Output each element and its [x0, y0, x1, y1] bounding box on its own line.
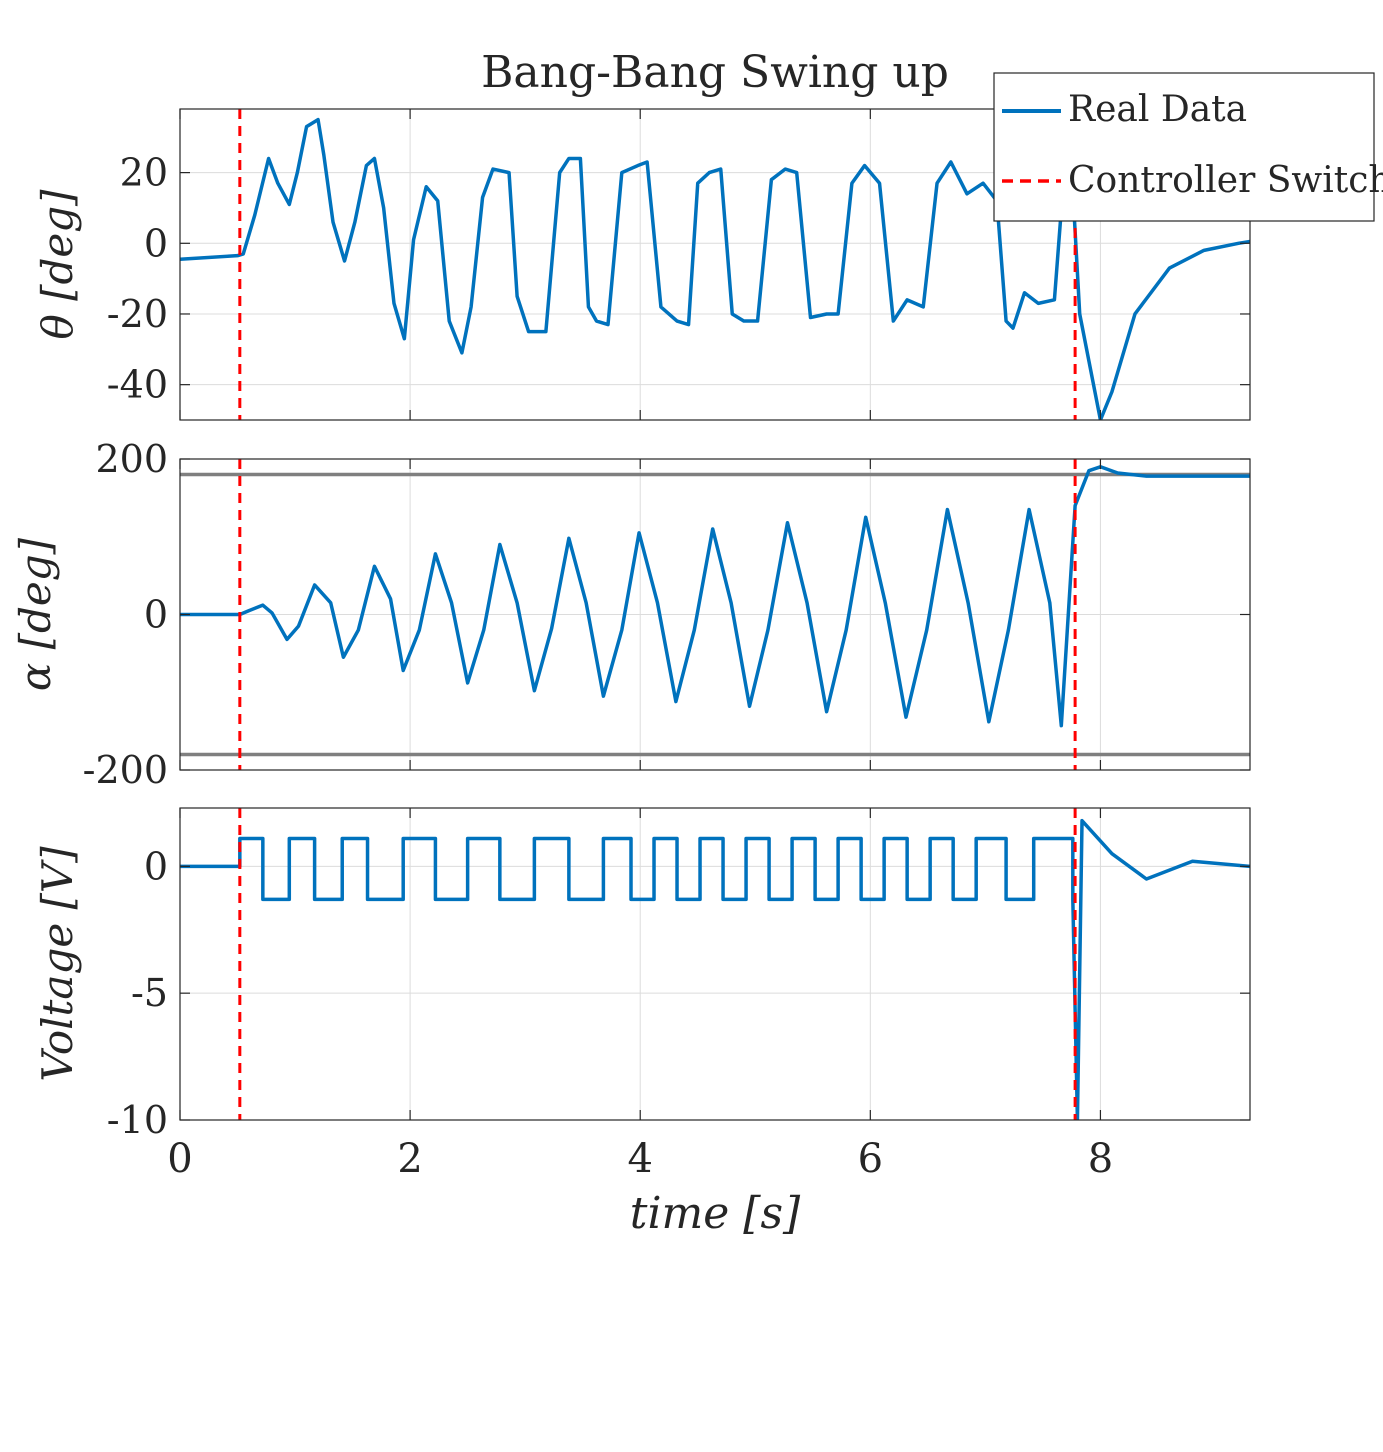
chart-legend: Real Data Controller Switch — [993, 72, 1383, 222]
y-tick-label: -5 — [131, 971, 168, 1015]
y-tick-label: 20 — [120, 151, 168, 195]
panel-3: 0 -5 -10 Voltage [V] 0 2 4 6 8 — [33, 807, 1251, 1182]
legend-box — [993, 72, 1375, 222]
y-tick-label: 0 — [144, 221, 168, 265]
legend-controller-switch-label: Controller Switch — [1068, 160, 1383, 201]
x-tick-label: 0 — [167, 1136, 192, 1182]
x-tick-label: 2 — [397, 1136, 422, 1182]
x-tick-label: 8 — [1088, 1136, 1113, 1182]
x-tick-label: 6 — [858, 1136, 883, 1182]
series-line-real-data — [180, 117, 1250, 420]
series-line-real-data — [180, 818, 1250, 1120]
y-tick-label: -40 — [107, 363, 168, 407]
y-axis-label: Voltage [V] — [33, 846, 82, 1082]
y-tick-label: -200 — [83, 748, 168, 792]
series-line-real-data — [180, 465, 1250, 728]
panel-2: 200 0 -200 α [deg] — [11, 437, 1251, 792]
panel-frame — [179, 108, 1251, 421]
chart-title: Bang-Bang Swing up — [481, 47, 949, 98]
y-tick-label: -20 — [107, 292, 168, 336]
y-axis-label: α [deg] — [11, 537, 60, 691]
y-tick-label: 0 — [144, 593, 168, 637]
x-axis-label: time [s] — [630, 1188, 801, 1239]
panel-frame — [179, 807, 1251, 1121]
legend-real-data-label: Real Data — [1068, 89, 1247, 130]
y-tick-label: -10 — [107, 1098, 168, 1142]
y-tick-label: 0 — [144, 844, 168, 888]
x-tick-label: 4 — [627, 1136, 652, 1182]
y-axis-label: θ [deg] — [33, 189, 82, 340]
y-tick-label: 200 — [95, 437, 168, 481]
